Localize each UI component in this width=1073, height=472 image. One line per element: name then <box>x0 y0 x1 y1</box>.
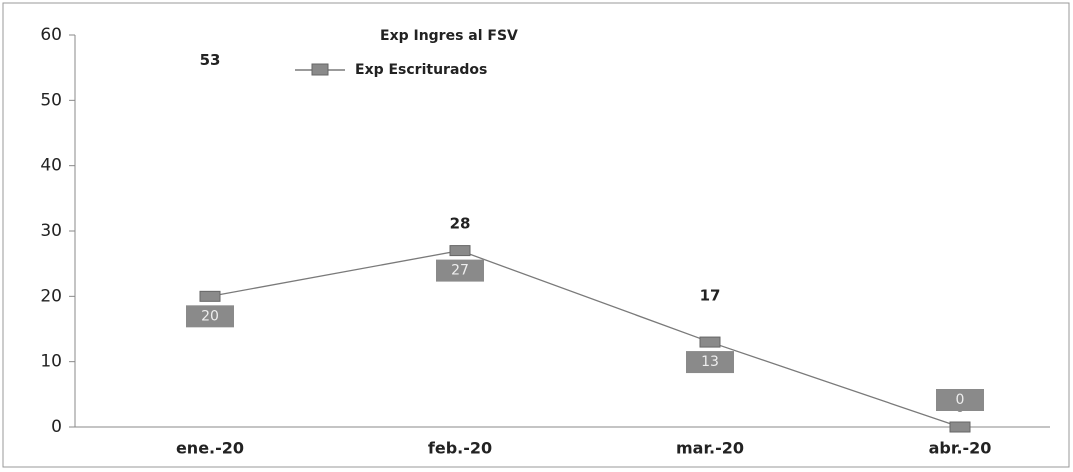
y-tick-label: 20 <box>40 286 62 306</box>
y-tick-label: 0 <box>51 417 62 437</box>
data-label-box <box>436 259 484 282</box>
y-tick-label: 50 <box>40 90 62 110</box>
y-tick-label: 10 <box>40 352 62 372</box>
legend-label: Exp Ingres al FSV <box>380 28 518 44</box>
y-tick-label: 60 <box>40 25 62 45</box>
data-label-box <box>686 351 734 374</box>
data-label: 53 <box>200 51 221 69</box>
data-label: 17 <box>700 286 721 304</box>
y-tick-label: 40 <box>40 156 62 176</box>
x-tick-label: mar.-20 <box>676 439 744 458</box>
point-marker <box>449 245 471 257</box>
series-line <box>209 249 961 428</box>
legend-marker <box>311 63 329 76</box>
data-label: 20 <box>201 308 219 324</box>
y-tick-label: 30 <box>40 221 62 241</box>
data-label-box <box>936 389 984 411</box>
data-label: 0 <box>956 392 965 408</box>
point-marker <box>949 421 971 433</box>
data-label: 28 <box>450 215 471 233</box>
data-label: 13 <box>701 354 719 370</box>
x-tick-label: feb.-20 <box>428 439 492 458</box>
legend-label: Exp Escriturados <box>355 62 487 78</box>
x-tick-label: ene.-20 <box>176 439 244 458</box>
x-tick-label: abr.-20 <box>929 439 992 458</box>
point-marker <box>199 290 221 302</box>
data-label-box <box>186 305 234 328</box>
point-marker <box>699 336 721 348</box>
data-label: 27 <box>451 263 469 279</box>
